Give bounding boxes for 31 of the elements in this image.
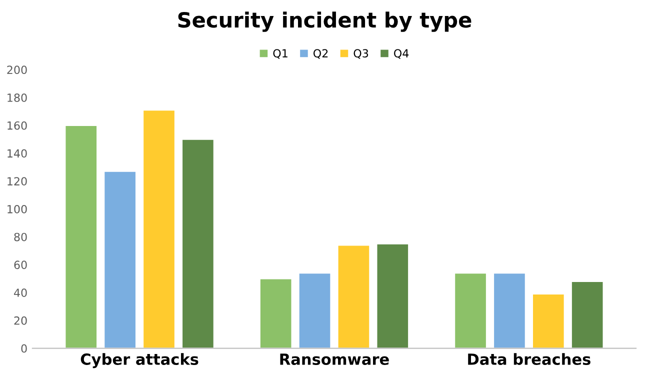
legend-label: Q1 xyxy=(273,49,288,59)
y-tick-label: 80 xyxy=(14,232,27,242)
bar xyxy=(492,272,526,348)
y-tick-label: 140 xyxy=(8,149,27,158)
y-tick-label: 40 xyxy=(14,288,27,297)
bar xyxy=(570,280,604,348)
y-tick-label: 60 xyxy=(14,260,27,270)
y-tick-label: 120 xyxy=(8,177,27,186)
legend-label: Q4 xyxy=(394,49,409,59)
bar xyxy=(259,278,292,348)
bar xyxy=(64,124,98,348)
bar xyxy=(376,243,410,348)
y-tick-label: 180 xyxy=(8,94,27,102)
legend-label: Q3 xyxy=(354,49,368,59)
y-tick-label: 0 xyxy=(21,344,27,353)
x-tick-label: Cyber attacks xyxy=(80,353,198,368)
bar xyxy=(337,244,370,348)
bar xyxy=(454,272,488,348)
bar xyxy=(298,272,332,348)
chart-title: Security incident by type xyxy=(178,12,472,32)
y-tick-label: 200 xyxy=(7,66,27,74)
x-tick-label: Ransomware xyxy=(280,354,389,365)
bar xyxy=(142,110,176,348)
bar xyxy=(104,170,137,348)
legend-label: Q2 xyxy=(313,49,328,59)
y-tick-label: 100 xyxy=(8,204,27,214)
y-tick-label: 20 xyxy=(14,316,27,325)
y-tick-label: 160 xyxy=(8,121,27,130)
bar xyxy=(532,293,565,348)
x-tick-label: Data breaches xyxy=(468,353,590,365)
bar xyxy=(181,138,214,348)
